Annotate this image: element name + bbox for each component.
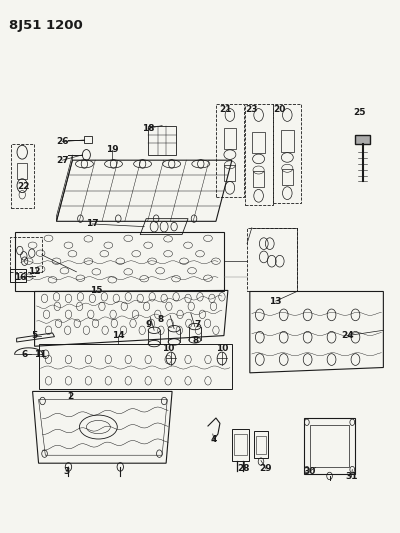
Text: 4: 4	[211, 435, 217, 444]
Text: 8: 8	[193, 336, 199, 345]
Text: 27: 27	[56, 156, 69, 165]
Bar	[232, 429, 249, 461]
Bar	[254, 431, 268, 458]
Text: 21: 21	[220, 105, 232, 114]
Text: 8: 8	[157, 315, 163, 324]
Bar	[273, 104, 301, 203]
Text: 18: 18	[142, 124, 154, 133]
Bar	[245, 104, 272, 205]
Text: 25: 25	[353, 108, 366, 117]
Bar	[281, 130, 294, 151]
Text: 8J51 1200: 8J51 1200	[9, 19, 82, 33]
Text: 20: 20	[274, 105, 286, 114]
Bar	[148, 126, 176, 155]
Bar	[224, 165, 236, 181]
Text: 16: 16	[14, 273, 26, 281]
Text: 30: 30	[304, 467, 316, 475]
Text: 24: 24	[341, 331, 354, 340]
Text: 9: 9	[146, 320, 152, 329]
Text: 10: 10	[162, 344, 174, 353]
Text: 22: 22	[18, 182, 30, 191]
Bar	[224, 128, 236, 149]
Text: 19: 19	[106, 145, 119, 154]
Bar	[234, 434, 247, 455]
Text: 12: 12	[28, 268, 41, 276]
Bar	[310, 425, 350, 467]
Text: 17: 17	[86, 220, 99, 229]
Text: 13: 13	[270, 296, 282, 305]
Text: 10: 10	[216, 344, 228, 353]
Text: 23: 23	[246, 105, 258, 114]
Text: 2: 2	[67, 392, 74, 401]
Bar	[216, 104, 244, 197]
Text: 11: 11	[34, 350, 47, 359]
Bar	[252, 132, 265, 153]
Bar	[17, 163, 28, 179]
Bar	[253, 171, 264, 187]
Bar	[304, 418, 356, 474]
Text: 14: 14	[112, 331, 124, 340]
Bar	[247, 228, 297, 292]
Bar	[282, 169, 293, 185]
Bar	[356, 135, 370, 144]
Text: 26: 26	[56, 137, 69, 146]
Bar	[11, 144, 34, 208]
Text: 6: 6	[22, 350, 28, 359]
Bar	[84, 136, 92, 143]
Text: 3: 3	[63, 467, 70, 475]
Bar	[256, 435, 266, 454]
Text: 28: 28	[238, 464, 250, 473]
Bar	[10, 237, 42, 272]
Text: 31: 31	[345, 472, 358, 481]
Bar	[10, 269, 26, 282]
Text: 7: 7	[195, 320, 201, 329]
Text: 15: 15	[90, 286, 103, 295]
Text: 29: 29	[260, 464, 272, 473]
Text: 5: 5	[32, 331, 38, 340]
